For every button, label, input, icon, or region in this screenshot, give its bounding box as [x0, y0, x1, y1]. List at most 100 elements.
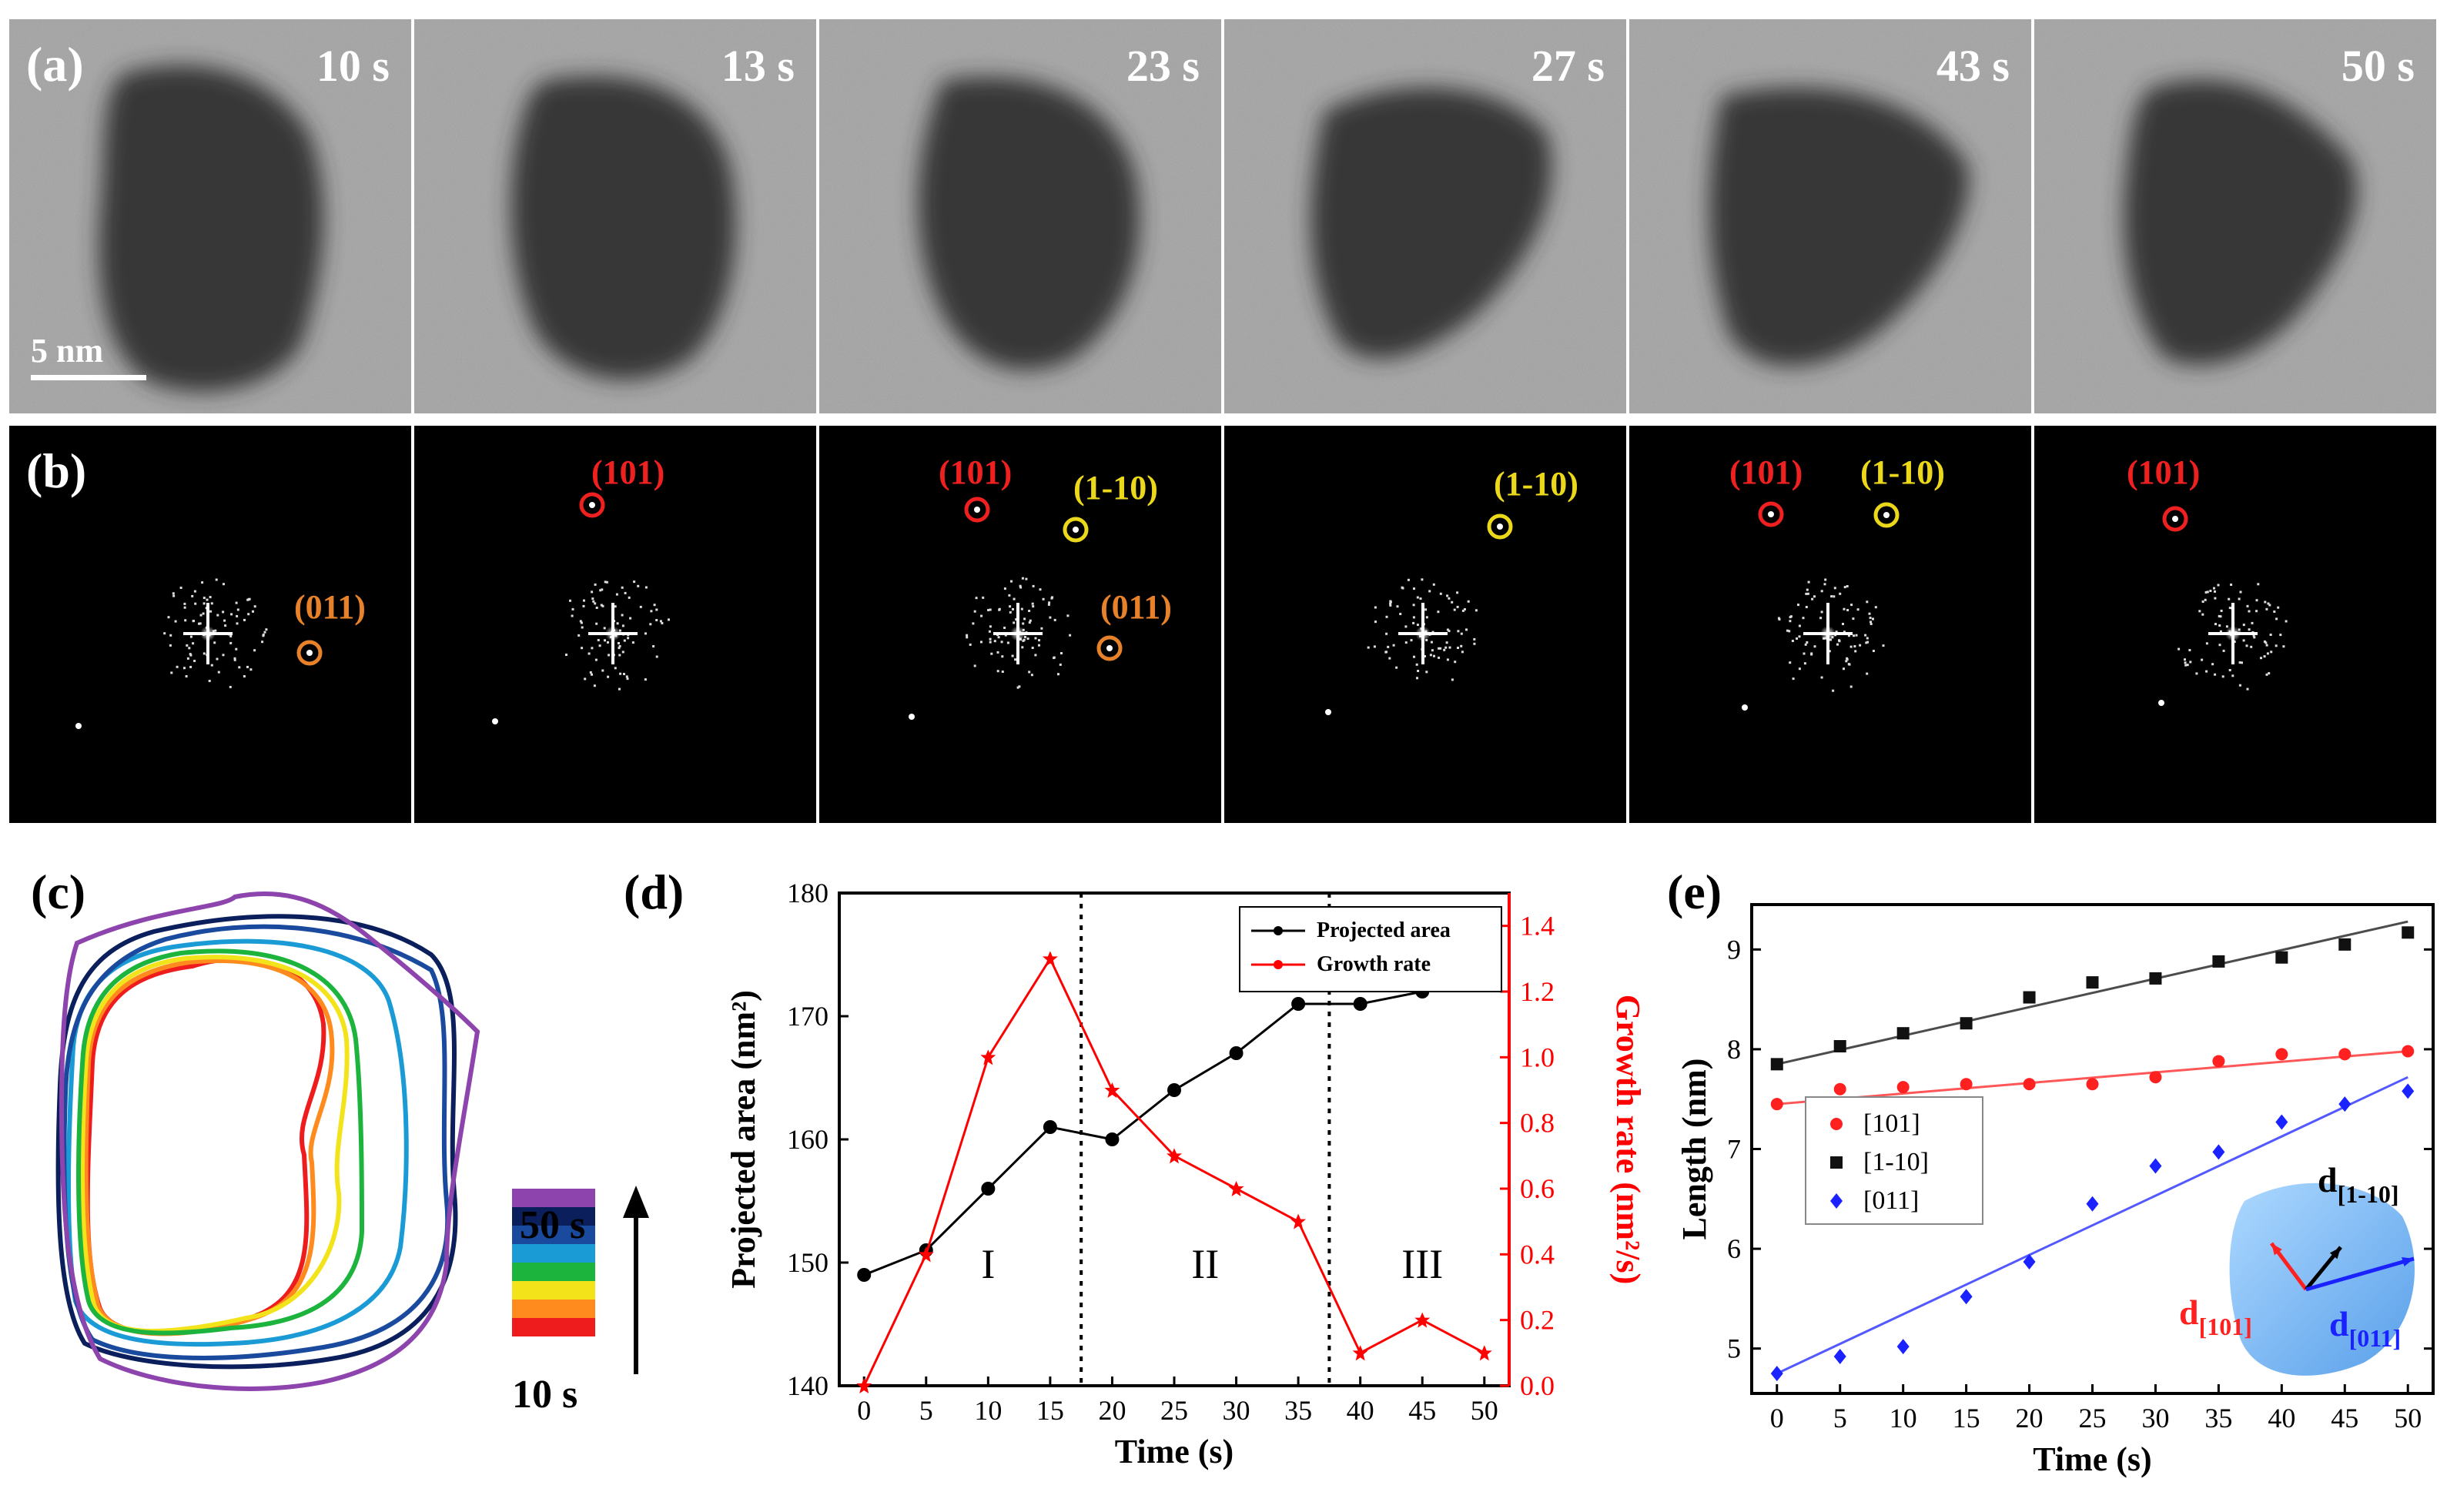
fft-center	[200, 626, 216, 641]
series-line	[862, 956, 1485, 1387]
fft-speckle	[210, 602, 213, 605]
fft-speckle	[185, 675, 188, 677]
fft-speckle	[973, 610, 976, 613]
fft-speckle	[1868, 612, 1871, 615]
fft-speckle	[1810, 653, 1813, 656]
fft-speckle	[1404, 641, 1408, 644]
fft-speckle	[2228, 597, 2231, 600]
fft-speckle	[1864, 634, 1867, 637]
x-tick-label: 20	[2016, 1403, 2044, 1433]
data-point	[2149, 972, 2162, 985]
fft-speckle	[661, 622, 664, 624]
fft-speckle	[608, 654, 611, 657]
fft-speckle	[615, 593, 618, 596]
fft-speckle	[988, 630, 991, 633]
fft-panel: (101)	[2034, 426, 2436, 823]
fft-spot	[1742, 704, 1748, 711]
fft-speckle	[1451, 678, 1454, 681]
fft-speckle	[2275, 617, 2278, 621]
fft-speckle	[1424, 655, 1426, 657]
fft-speckle	[1389, 600, 1392, 603]
data-point	[2086, 1196, 2099, 1212]
miller-index-label: (011)	[1100, 588, 1172, 626]
fft-speckle	[966, 636, 969, 639]
fft-speckle	[571, 607, 574, 610]
tem-panel: 10 s (a) 5 nm	[9, 19, 411, 413]
fft-speckle	[1437, 610, 1440, 614]
fft-speckle	[1833, 595, 1836, 598]
fft-speckle	[2201, 600, 2204, 603]
miller-index-label: (101)	[939, 453, 1012, 491]
fft-speckle	[597, 639, 600, 641]
fft-speckle	[203, 652, 206, 655]
nanoparticle	[1709, 87, 1970, 366]
fft-speckle	[1791, 640, 1794, 642]
fft-speckle	[2255, 599, 2258, 602]
fft-speckle	[1849, 645, 1853, 648]
fft-speckle	[243, 675, 246, 677]
fft-speckle	[591, 673, 593, 676]
fft-speckle	[618, 642, 620, 644]
miller-index-label: (101)	[1729, 453, 1803, 491]
fft-speckle	[1374, 606, 1377, 609]
fft-speckle	[579, 620, 582, 623]
area-point	[1291, 997, 1306, 1011]
fft-speckle	[189, 635, 192, 638]
fft-speckle	[1460, 632, 1463, 635]
fft-speckle	[194, 602, 197, 605]
fft-speckle	[1813, 645, 1816, 648]
fft-speckle	[618, 687, 621, 691]
fft-speckle	[2201, 658, 2204, 661]
fft-speckle	[1843, 667, 1845, 671]
panel-d-label: (d)	[624, 865, 684, 919]
tem-image-row: 10 s (a) 5 nm 13 s 23 s 27 s 43 s 50 s	[9, 19, 2436, 413]
fft-speckle	[1025, 577, 1028, 580]
fft-speckle	[1032, 605, 1035, 608]
fft-speckle	[989, 625, 992, 628]
fft-speckle	[652, 645, 655, 647]
legend-bottom-time: 10 s	[512, 1373, 577, 1417]
tem-panel: 50 s	[2034, 19, 2436, 413]
fft-speckle	[627, 637, 630, 640]
data-point	[2338, 938, 2352, 951]
fft-speckle	[2204, 598, 2207, 601]
fft-speckle	[594, 658, 598, 661]
fft-speckle	[1021, 577, 1024, 580]
fft-center	[2225, 626, 2241, 641]
fft-speckle	[236, 608, 239, 611]
fft-speckle	[1789, 620, 1792, 623]
data-point	[1770, 1366, 1783, 1382]
fft-speckle	[203, 597, 206, 600]
fft-speckle	[600, 604, 603, 607]
fft-speckle	[2265, 673, 2268, 676]
fft-speckle	[235, 647, 238, 651]
diffraction-ring	[1873, 502, 1900, 528]
data-point	[2149, 1158, 2162, 1174]
fft-speckle	[1057, 673, 1059, 676]
data-point	[2402, 1083, 2415, 1099]
fft-speckle	[2218, 614, 2221, 617]
fft-speckle	[1836, 643, 1839, 646]
fft-speckle	[580, 621, 583, 624]
fft-speckle	[1448, 597, 1451, 600]
fft-speckle	[1028, 610, 1031, 612]
fft-speckle	[1439, 592, 1442, 595]
fft-panel: (1-10)	[1224, 426, 1626, 823]
fft-speckle	[969, 643, 972, 646]
fft-background	[2034, 426, 2436, 823]
fft-speckle	[209, 610, 213, 613]
fft-speckle	[1433, 654, 1435, 657]
fft-speckle	[987, 609, 990, 611]
diffraction-spot	[1883, 512, 1890, 518]
tem-panel: 43 s	[1629, 19, 2031, 413]
fft-speckle	[263, 631, 266, 634]
diffraction-ring	[964, 497, 990, 523]
fft-speckle	[1843, 607, 1846, 610]
fft-speckle	[238, 666, 241, 669]
fft-speckle	[589, 671, 592, 674]
fft-spot	[2158, 700, 2164, 706]
fft-speckle	[1000, 641, 1003, 644]
y2-tick-label: 0.2	[1520, 1305, 1555, 1336]
fft-speckle	[2238, 684, 2241, 687]
d101-label-main: d	[2179, 1293, 2199, 1332]
